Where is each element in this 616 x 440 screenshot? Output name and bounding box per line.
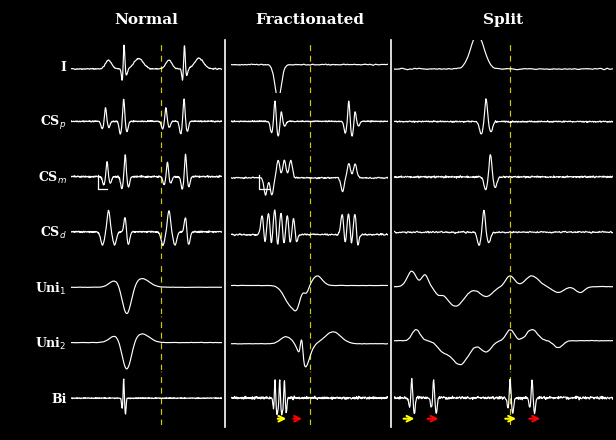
Text: Normal: Normal [114, 13, 178, 27]
Text: CS$_m$: CS$_m$ [38, 170, 67, 186]
Text: Uni$_1$: Uni$_1$ [35, 280, 67, 297]
Text: CS$_p$: CS$_p$ [40, 114, 67, 132]
Text: Split: Split [483, 13, 524, 27]
Text: Fractionated: Fractionated [256, 13, 364, 27]
Text: I: I [60, 61, 67, 74]
Text: Bi: Bi [51, 392, 67, 406]
Text: Uni$_2$: Uni$_2$ [35, 336, 67, 352]
Text: CS$_d$: CS$_d$ [40, 225, 67, 241]
